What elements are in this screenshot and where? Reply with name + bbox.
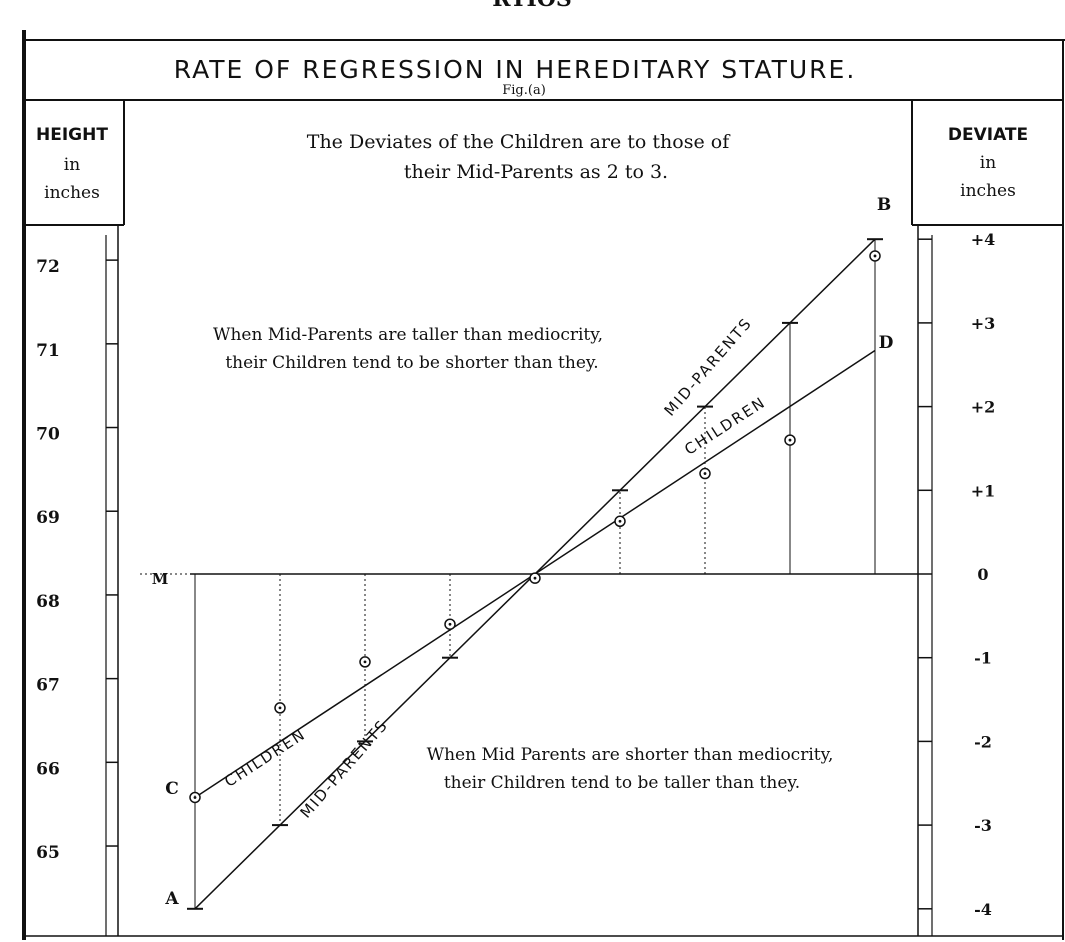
- point-label-d: D: [879, 333, 894, 353]
- left-tick-label: 71: [36, 341, 60, 361]
- right-tick-label: -4: [974, 900, 992, 919]
- right-tick-label: +2: [971, 398, 996, 417]
- left-header-inches: inches: [44, 183, 100, 203]
- point-label-b: B: [877, 195, 891, 215]
- children-label-lower: CHILDREN: [221, 725, 309, 791]
- subtitle-line-2: their Mid-Parents as 2 to 3.: [404, 161, 668, 183]
- right-tick-label: -2: [974, 732, 992, 751]
- left-tick-label: 69: [36, 508, 60, 528]
- children-observed-point-center: [278, 706, 282, 710]
- subtitle-line-1: The Deviates of the Children are to thos…: [307, 131, 731, 153]
- right-tick-label: +1: [971, 481, 996, 500]
- right-tick-label: +4: [971, 230, 996, 249]
- children-observed-point-center: [873, 254, 877, 258]
- left-tick-label: 68: [36, 592, 60, 612]
- annotation-upper-2: their Children tend to be shorter than t…: [225, 353, 598, 373]
- children-observed-point-center: [533, 576, 537, 580]
- right-header-inches: inches: [960, 181, 1016, 201]
- right-axis-ticks: +4 +3 +2 +1 0 -1 -2 -3 -4: [918, 230, 995, 919]
- right-header-in: in: [980, 153, 996, 173]
- mid-parents-label-lower: MID-PARENTS: [297, 716, 392, 822]
- point-label-c: C: [165, 779, 179, 799]
- fig-label: Fig.(a): [502, 83, 546, 98]
- annotation-upper-1: When Mid-Parents are taller than mediocr…: [213, 325, 603, 345]
- children-observed-point-center: [448, 622, 452, 626]
- children-observed-point-center: [788, 438, 792, 442]
- right-tick-label: +3: [971, 314, 996, 333]
- right-tick-label: 0: [977, 565, 988, 584]
- left-header-in: in: [64, 155, 80, 175]
- annotation-lower-2: their Children tend to be taller than th…: [444, 773, 800, 793]
- children-observed-point-center: [703, 472, 707, 475]
- point-label-a: A: [164, 889, 179, 909]
- children-observed-point-center: [618, 519, 622, 523]
- left-tick-label: 66: [36, 759, 60, 779]
- children-observed-point-center: [363, 660, 367, 664]
- left-tick-label: 65: [36, 843, 60, 863]
- left-header-height: HEIGHT: [36, 125, 108, 145]
- left-tick-label: 72: [36, 257, 60, 277]
- left-tick-label: 70: [36, 425, 60, 445]
- chart-title: RATE OF REGRESSION IN HEREDITARY STATURE…: [174, 55, 857, 84]
- chart-marks: [140, 238, 918, 910]
- chart-frame: [22, 30, 1065, 940]
- page-top-text: RTIOS: [492, 0, 572, 12]
- left-tick-label: 67: [36, 676, 60, 696]
- right-tick-label: -1: [974, 649, 992, 668]
- point-label-m: M: [152, 570, 169, 588]
- annotation-lower-1: When Mid Parents are shorter than medioc…: [427, 745, 834, 765]
- right-tick-label: -3: [974, 816, 992, 835]
- right-header-deviate: DEVIATE: [948, 125, 1028, 145]
- left-axis-ticks: 72 71 70 69 68 67 66 65: [36, 257, 118, 863]
- title-box: [23, 39, 1064, 101]
